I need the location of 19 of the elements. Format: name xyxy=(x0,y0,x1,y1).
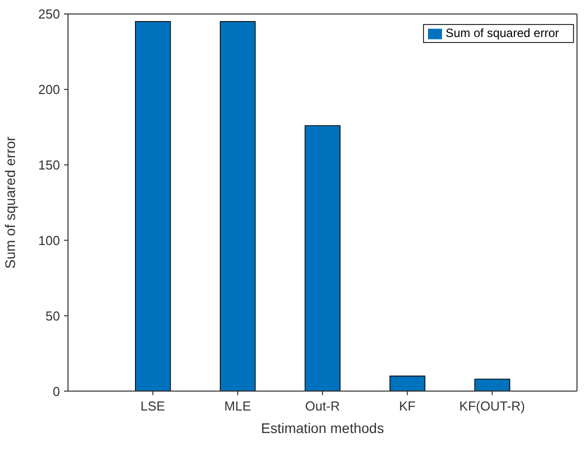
y-tick-label: 200 xyxy=(38,82,60,98)
x-tick-label: KF xyxy=(399,398,416,414)
y-tick-label: 100 xyxy=(38,232,60,248)
bar xyxy=(474,378,510,392)
legend-label: Sum of squared error xyxy=(446,26,559,40)
bar xyxy=(304,125,340,392)
x-axis-title: Estimation methods xyxy=(261,420,384,436)
y-axis-title: Sum of squared error xyxy=(2,136,18,269)
bar xyxy=(135,21,171,392)
x-tick-label: Out-R xyxy=(305,398,340,414)
y-tick-label: 0 xyxy=(52,384,60,399)
y-tick-label: 150 xyxy=(38,157,60,172)
x-tick-label: KF(OUT-R) xyxy=(459,398,526,414)
x-tick-label: MLE xyxy=(224,398,252,414)
bar xyxy=(390,376,426,392)
bar xyxy=(220,21,256,392)
x-tick-label: LSE xyxy=(140,398,166,414)
y-tick-label: 250 xyxy=(38,6,60,22)
y-tick-label: 50 xyxy=(46,308,60,324)
